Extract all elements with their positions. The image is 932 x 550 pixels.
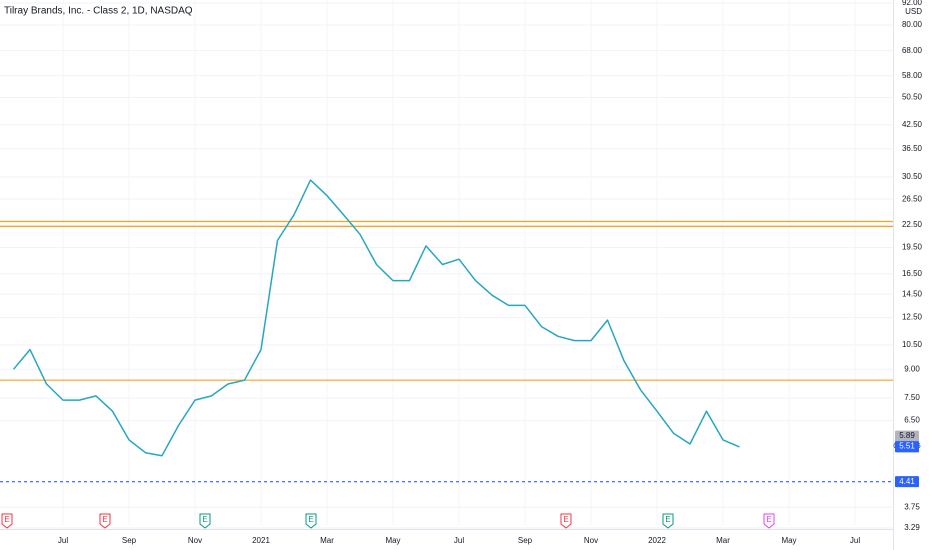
price-label-box <box>895 441 919 453</box>
event-marker <box>763 513 775 529</box>
event-label: E <box>4 515 9 524</box>
y-tick-label: 12.50 <box>902 313 923 322</box>
x-tick-label: Nov <box>188 536 202 545</box>
y-tick-label: 14.50 <box>902 289 923 298</box>
event-marker <box>199 513 211 529</box>
event-label: E <box>308 515 313 524</box>
x-tick-label: Jul <box>454 536 464 545</box>
event-marker <box>99 513 111 529</box>
x-tick-label: 2022 <box>648 536 666 545</box>
y-tick-label: 68.00 <box>902 46 923 55</box>
event-marker <box>1 513 13 529</box>
x-tick-label: Mar <box>716 536 730 545</box>
y-tick-label: 22.50 <box>902 220 923 229</box>
event-marker <box>305 513 317 529</box>
y-tick-label: 19.50 <box>902 243 923 252</box>
x-tick-label: Jul <box>850 536 860 545</box>
y-tick-label: 6.50 <box>904 416 920 425</box>
y-tick-label: 3.75 <box>904 502 920 511</box>
y-tick-label: 7.50 <box>904 393 920 402</box>
price-label-box <box>895 476 919 488</box>
price-axis-panel <box>893 0 932 550</box>
event-label: E <box>102 515 107 524</box>
x-tick-label: Sep <box>122 536 137 545</box>
event-label: E <box>665 515 670 524</box>
x-tick-label: Sep <box>518 536 533 545</box>
chart-title: Tilray Brands, Inc. - Class 2, 1D, NASDA… <box>4 6 193 17</box>
y-tick-label: 30.50 <box>902 172 923 181</box>
y-tick-label: 16.50 <box>902 269 923 278</box>
x-tick-label: Nov <box>584 536 598 545</box>
x-tick-label: May <box>385 536 400 545</box>
y-tick-label: 58.00 <box>902 71 923 80</box>
price-label: 5.51 <box>899 442 915 451</box>
y-tick-label: 36.50 <box>902 144 923 153</box>
event-label: E <box>766 515 771 524</box>
y-tick-label: 92.00 <box>902 0 923 7</box>
event-label: E <box>563 515 568 524</box>
currency: USD <box>905 7 922 16</box>
price-label: 4.41 <box>899 477 915 486</box>
x-tick-label: 2021 <box>252 536 270 545</box>
price-line <box>12 179 740 457</box>
x-tick-label: Jul <box>58 536 68 545</box>
x-tick-label: Mar <box>320 536 334 545</box>
y-tick-label: 3.29 <box>904 523 920 532</box>
y-tick-label: 42.50 <box>902 120 923 129</box>
event-marker <box>662 513 674 529</box>
price-label: 5.89 <box>899 431 915 440</box>
event-label: E <box>202 515 207 524</box>
event-marker <box>560 513 572 529</box>
y-tick-label: 9.00 <box>904 364 920 373</box>
y-tick-label: 10.50 <box>902 340 923 349</box>
y-tick-label: 80.00 <box>902 20 923 29</box>
y-tick-label: 26.50 <box>902 194 923 203</box>
y-tick-label: 50.50 <box>902 93 923 102</box>
x-tick-label: May <box>781 536 796 545</box>
